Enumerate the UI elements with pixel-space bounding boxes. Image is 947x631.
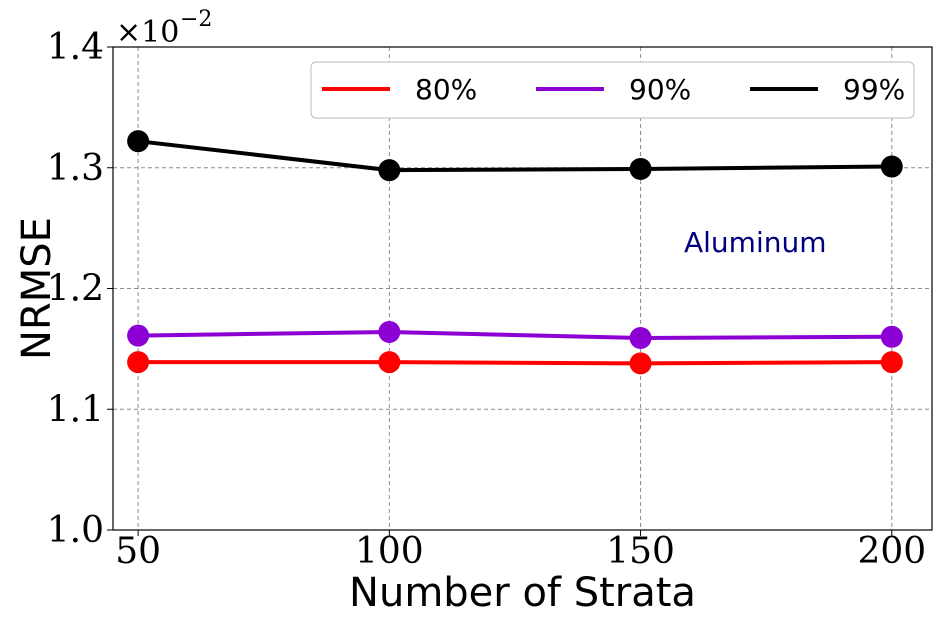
- data-point: [629, 352, 652, 375]
- axis-ticks: 50 100 150 200 1.0 1.1 1.2 1.3 1.4: [47, 27, 926, 572]
- series-80-pct: [127, 351, 903, 375]
- x-tick-label: 50: [115, 531, 161, 572]
- series-layer: [127, 130, 903, 375]
- series-99-pct: [127, 130, 903, 182]
- data-point: [378, 320, 401, 343]
- y-tick-label: 1.1: [47, 389, 104, 430]
- x-tick-label: 150: [606, 531, 675, 572]
- y-tick-label: 1.4: [47, 27, 104, 68]
- x-axis-title: Number of Strata: [349, 570, 696, 616]
- y-tick-label: 1.3: [47, 148, 104, 189]
- grid-lines: [113, 47, 932, 530]
- legend-label: 80%: [415, 73, 477, 106]
- series-line: [138, 360, 892, 366]
- series-90-pct: [127, 320, 903, 350]
- data-point: [880, 325, 903, 348]
- data-point: [880, 351, 903, 374]
- series-line: [138, 329, 892, 341]
- data-point: [378, 351, 401, 374]
- legend-box: [310, 61, 915, 119]
- data-point: [880, 155, 903, 178]
- y-tick-label: 1.2: [47, 269, 104, 310]
- y-tick-label: 1.0: [47, 510, 104, 551]
- x-tick-label: 100: [355, 531, 424, 572]
- data-point: [378, 159, 401, 182]
- y-multiplier-base: ×10: [116, 15, 179, 50]
- data-point: [127, 351, 150, 374]
- data-point: [629, 157, 652, 180]
- data-point: [127, 324, 150, 347]
- y-axis-title: NRMSE: [14, 217, 60, 360]
- legend-label: 90%: [629, 73, 691, 106]
- y-multiplier-exponent: −2: [180, 7, 212, 32]
- series-line: [137, 139, 892, 173]
- legend: 80% 90% 99%: [310, 61, 915, 119]
- data-point: [629, 327, 652, 350]
- x-tick-label: 200: [857, 531, 926, 572]
- legend-label: 99%: [843, 73, 905, 106]
- data-point: [127, 130, 150, 153]
- material-annotation: Aluminum: [684, 226, 827, 259]
